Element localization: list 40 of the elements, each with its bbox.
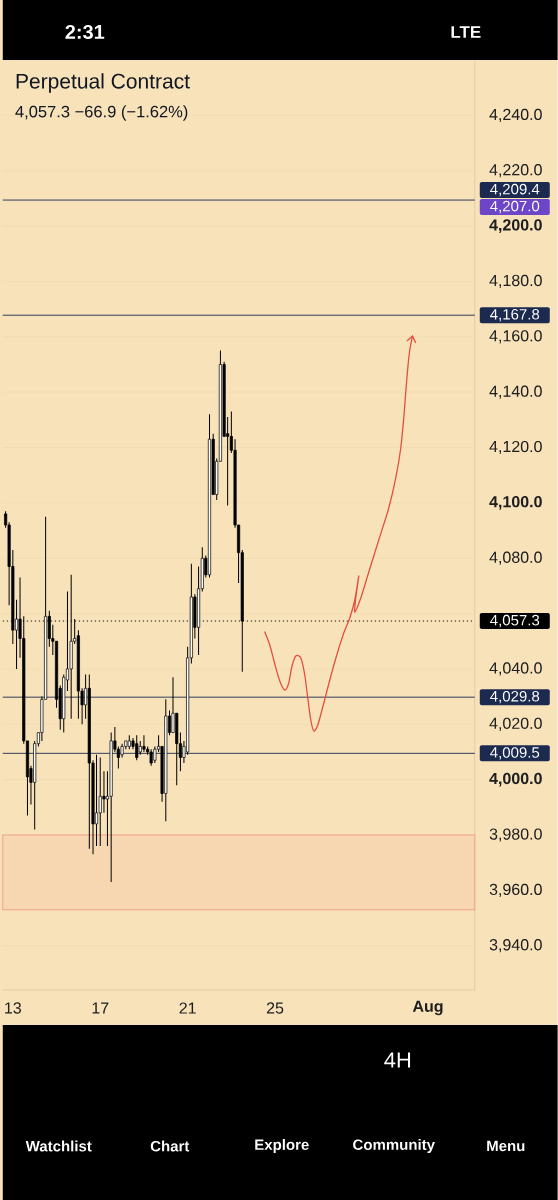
ref-line-label: 4,009.5 — [490, 747, 540, 760]
text: Community — [353, 1139, 436, 1153]
y-tick-label: 4,020.0 — [489, 717, 542, 731]
text: 4H — [384, 1052, 411, 1068]
text: 4,057.3 −66.9 (−1.62%) — [15, 105, 188, 121]
x-tick-label: 21 — [179, 1002, 196, 1014]
candlestick — [102, 770, 106, 814]
text: 4,207.0 — [490, 200, 540, 214]
y-tick-label: 4,040.0 — [489, 662, 542, 676]
y-tick-label: 4,180.0 — [489, 274, 542, 289]
text: Menu — [487, 1140, 525, 1152]
y-tick-label: 4,100.0 — [489, 496, 542, 510]
ref-line-label: 4,209.4 — [490, 183, 540, 197]
y-tick-label: 3,940.0 — [489, 939, 542, 953]
y-tick-label: 4,080.0 — [489, 551, 542, 565]
candlestick — [95, 754, 99, 847]
x-tick-label: 25 — [267, 1002, 284, 1014]
y-tick-label: 4,160.0 — [489, 330, 542, 344]
y-tick-label: 4,140.0 — [489, 385, 542, 399]
text: Explore — [255, 1139, 309, 1153]
candlestick — [142, 734, 146, 753]
text: Watchlist — [25, 1140, 92, 1152]
text: Perpetual Contract — [16, 73, 190, 93]
y-tick-label: 4,200.0 — [489, 219, 542, 233]
y-tick-label: 4,120.0 — [489, 440, 542, 455]
x-tick-label: Aug — [412, 1000, 443, 1016]
y-tick-label: 3,960.0 — [489, 883, 542, 897]
text: 2:31 — [65, 24, 105, 40]
ref-line-label: 4,167.8 — [490, 308, 540, 322]
x-tick-label: 13 — [5, 1002, 22, 1014]
y-tick-label: 3,980.0 — [489, 828, 542, 842]
text: Chart — [150, 1140, 190, 1152]
text: LTE — [451, 26, 481, 38]
x-tick-label: 17 — [92, 1002, 109, 1014]
y-tick-label: 4,000.0 — [489, 772, 542, 787]
ref-line-label: 4,057.3 — [490, 614, 540, 628]
y-tick-label: 4,240.0 — [489, 108, 542, 122]
candlestick — [98, 756, 102, 847]
ref-line-label: 4,029.8 — [490, 690, 540, 704]
y-tick-label: 4,220.0 — [489, 164, 542, 178]
